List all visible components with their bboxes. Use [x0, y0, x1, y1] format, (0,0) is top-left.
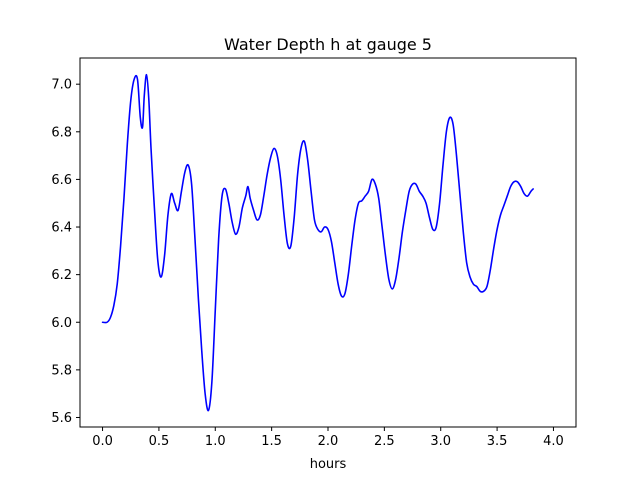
y-tick-label: 7.0 [51, 78, 72, 93]
chart-title: Water Depth h at gauge 5 [224, 35, 432, 54]
x-tick-label: 3.0 [430, 434, 451, 449]
x-axis-ticks: 0.0 0.5 1.0 1.5 2.0 2.5 3.0 3.5 4.0 [92, 427, 564, 449]
x-tick-label: 4.0 [543, 434, 564, 449]
x-tick-label: 0.0 [92, 434, 113, 449]
y-tick-label: 6.8 [51, 125, 72, 140]
y-tick-label: 6.2 [51, 268, 72, 283]
y-tick-label: 6.0 [51, 316, 72, 331]
y-tick-label: 5.8 [51, 363, 72, 378]
plot-frame [79, 57, 577, 428]
x-axis-label: hours [310, 457, 347, 472]
y-axis-ticks: 5.6 5.8 6.0 6.2 6.4 6.6 6.8 7.0 [51, 78, 80, 426]
x-tick-label: 1.0 [205, 434, 226, 449]
x-tick-label: 1.5 [261, 434, 282, 449]
x-tick-label: 3.5 [487, 434, 508, 449]
series-layer [101, 73, 534, 412]
x-tick-label: 2.5 [374, 434, 395, 449]
y-tick-label: 6.6 [51, 173, 72, 188]
plot-area [80, 58, 576, 427]
y-tick-label: 5.6 [51, 411, 72, 426]
x-tick-label: 0.5 [149, 434, 170, 449]
y-tick-label: 6.4 [51, 221, 72, 236]
x-tick-label: 2.0 [318, 434, 339, 449]
series-line [101, 73, 534, 412]
